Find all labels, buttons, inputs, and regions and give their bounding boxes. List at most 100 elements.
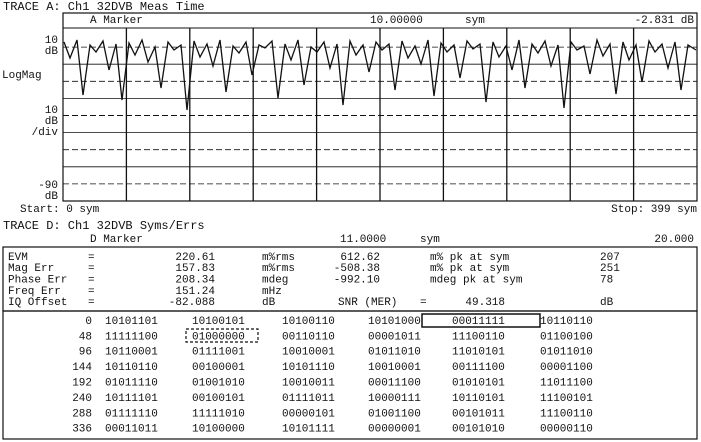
error-cell: m%rms: [262, 263, 295, 275]
error-cell: =: [88, 275, 95, 287]
symbol-bits: 00001011: [368, 331, 421, 343]
symbol-bits: 01000000: [192, 331, 245, 343]
symbol-bits: 10110110: [105, 362, 158, 374]
symbol-bits: 00101011: [452, 408, 505, 420]
symbol-bits: 11010101: [452, 347, 505, 359]
error-cell: 208.34: [175, 275, 215, 287]
symbol-bits: 01001010: [192, 378, 245, 390]
symbol-bits: 01111001: [192, 347, 245, 359]
symbol-bits: 00100101: [192, 393, 245, 405]
marker-highlight: [185, 328, 259, 343]
trace-header: TRACE D: Ch1 32DVB Syms/Errs: [3, 219, 205, 233]
symbol-index: 144: [72, 362, 92, 374]
symbol-bits: 01010101: [452, 378, 505, 390]
error-cell: =: [88, 252, 95, 264]
error-cell: SNR (MER): [338, 297, 397, 309]
symbol-index: 240: [72, 393, 92, 405]
marker-value: 20.000: [654, 234, 694, 246]
marker-highlight: [421, 313, 541, 328]
error-cell: mdeg pk at sym: [430, 275, 523, 287]
scale: 10: [45, 105, 58, 117]
error-cell: 612.62: [340, 252, 380, 264]
symbol-bits: 10100000: [192, 424, 245, 436]
error-cell: =: [88, 263, 95, 275]
error-cell: dB: [600, 297, 614, 309]
error-cell: mHz: [262, 286, 282, 298]
symbol-bits: 10101000: [368, 316, 421, 328]
symbol-index: 0: [85, 316, 92, 328]
symbol-index: 336: [72, 424, 92, 436]
marker-unit: sym: [420, 234, 440, 246]
format: LogMag: [2, 70, 42, 82]
symbol-bits: 01100100: [540, 331, 593, 343]
symbol-bits: 10101110: [282, 362, 335, 374]
symbol-bits: 10110001: [105, 347, 158, 359]
symbol-bits: 01011110: [105, 378, 158, 390]
symbol-bits: 10010001: [282, 347, 335, 359]
symbol-index: 192: [72, 378, 92, 390]
error-cell: 220.61: [175, 252, 215, 264]
error-cell: 157.83: [175, 263, 215, 275]
error-cell: m% pk at sym: [430, 252, 510, 264]
symbol-bits: 00011011: [105, 424, 158, 436]
symbol-box: [2, 310, 698, 440]
symbol-bits: 10101111: [282, 424, 335, 436]
symbol-bits: 10111101: [105, 393, 158, 405]
error-cell: mdeg: [262, 275, 288, 287]
marker-x: 11.0000: [340, 234, 386, 246]
symbol-bits: 10010001: [368, 362, 421, 374]
error-cell: 49.318: [465, 297, 505, 309]
error-cell: Phase Err: [8, 275, 67, 287]
trace-header: TRACE A: Ch1 32DVB Meas Time: [3, 0, 205, 14]
symbol-bits: 01111110: [105, 408, 158, 420]
symbol-bits: 00000101: [282, 408, 335, 420]
symbol-bits: 10110101: [452, 393, 505, 405]
symbol-bits: 00011111: [452, 316, 505, 328]
symbol-bits: 00001100: [540, 362, 593, 374]
error-cell: 151.24: [175, 286, 215, 298]
error-cell: m% pk at sym: [430, 263, 510, 275]
start-label: Start: 0 sym: [20, 204, 100, 216]
error-cell: EVM: [8, 252, 28, 264]
error-cell: =: [88, 297, 95, 309]
ref-bottom-unit: dB: [45, 191, 59, 203]
scale-div: /div: [32, 127, 59, 139]
symbol-bits: 10100101: [192, 316, 245, 328]
symbol-bits: 01111011: [282, 393, 335, 405]
symbol-bits: 00000001: [368, 424, 421, 436]
symbol-index: 96: [79, 347, 92, 359]
symbol-bits: 11100110: [452, 331, 505, 343]
symbol-bits: 11111010: [192, 408, 245, 420]
symbol-bits: 11100110: [540, 408, 593, 420]
error-cell: -508.38: [334, 263, 380, 275]
error-cell: =: [420, 297, 427, 309]
symbol-bits: 10010011: [282, 378, 335, 390]
error-cell: m%rms: [262, 252, 295, 264]
trace: [63, 37, 697, 111]
symbol-bits: 00011100: [368, 378, 421, 390]
symbol-bits: 11011100: [540, 378, 593, 390]
symbol-bits: 01011010: [540, 347, 593, 359]
symbol-bits: 01011010: [368, 347, 421, 359]
symbol-index: 288: [72, 408, 92, 420]
ref-top: 10: [45, 35, 58, 47]
symbol-bits: 11111100: [105, 331, 158, 343]
symbol-bits: 01001100: [368, 408, 421, 420]
symbol-bits: 10000111: [368, 393, 421, 405]
error-cell: Freq Err: [8, 286, 61, 298]
stop-label: Stop: 399 sym: [611, 204, 697, 216]
symbol-bits: 00111100: [452, 362, 505, 374]
error-cell: -992.10: [334, 275, 380, 287]
error-cell: =: [88, 286, 95, 298]
symbol-bits: 00110110: [282, 331, 335, 343]
symbol-bits: 10100110: [282, 316, 335, 328]
symbol-index: 48: [79, 331, 92, 343]
symbol-bits: 11100101: [540, 393, 593, 405]
scale-unit: dB: [45, 116, 59, 128]
error-cell: -82.088: [169, 297, 215, 309]
symbol-bits: 00000110: [540, 424, 593, 436]
error-cell: 207: [600, 252, 620, 264]
error-cell: 78: [600, 275, 613, 287]
symbol-bits: 00100001: [192, 362, 245, 374]
